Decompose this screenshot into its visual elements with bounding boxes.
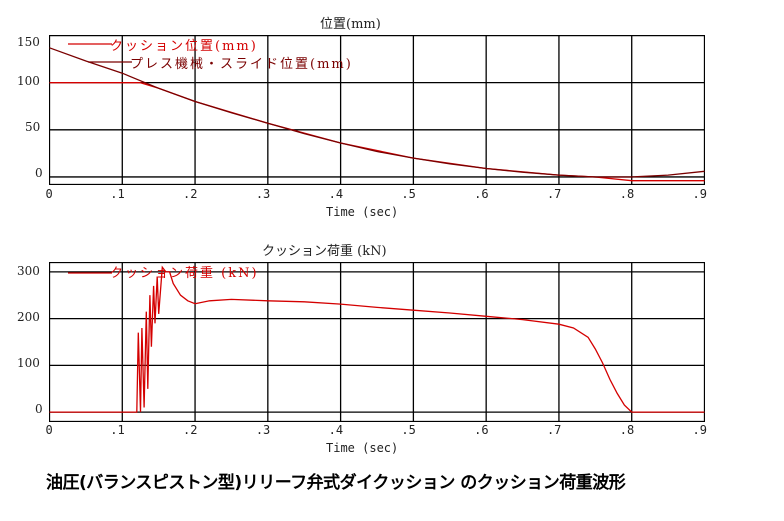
x-tick-label: .5	[401, 187, 416, 201]
x-tick-label: .2	[183, 423, 198, 437]
chart2-ytick: 0	[35, 402, 43, 416]
chart2-ytick: 300	[17, 264, 40, 278]
x-tick-label: .7	[546, 423, 562, 437]
chart2-grid	[49, 262, 705, 422]
chart2-plot-area	[49, 262, 705, 422]
x-tick-label: .3	[255, 423, 271, 437]
figure-caption: 油圧(バランスピストン型)リリーフ弁式ダイクッション のクッション荷重波形	[46, 473, 626, 493]
series-line	[49, 265, 705, 413]
x-tick-label: .4	[328, 423, 344, 437]
x-tick-label: .8	[619, 423, 635, 437]
x-tick-label: .9	[692, 423, 707, 437]
chart1-series	[49, 47, 705, 182]
chart2-ytick: 100	[17, 356, 40, 370]
chart1-ytick: 0	[35, 166, 43, 180]
x-tick-label: .6	[474, 187, 489, 201]
chart2-x-label: Time (sec)	[326, 441, 399, 455]
chart1-ytick: 50	[25, 120, 41, 134]
x-tick-label: .6	[474, 423, 489, 437]
chart2-title: クッション荷重 (kN)	[262, 244, 387, 259]
x-tick-label: .5	[401, 423, 416, 437]
chart2-series	[49, 265, 705, 413]
x-tick-label: 0	[45, 423, 53, 437]
x-tick-label: 0	[45, 187, 53, 201]
x-tick-label: .1	[110, 187, 125, 201]
chart2-legend-load-label: クッション荷重 (kN)	[110, 266, 259, 281]
series-line	[49, 47, 705, 178]
chart1-plot-area	[49, 35, 705, 185]
chart1-legend-slide-label: プレス機械・スライド位置(mm)	[130, 57, 353, 72]
x-tick-label: .3	[255, 187, 271, 201]
chart1-ytick: 150	[17, 35, 40, 49]
x-tick-label: .1	[110, 423, 125, 437]
chart1-ytick: 100	[17, 74, 40, 88]
chart2-ytick: 200	[17, 310, 40, 324]
series-line	[49, 82, 705, 182]
x-tick-label: .9	[692, 187, 707, 201]
chart1-legend-cushion-label: クッション位置(mm)	[110, 39, 258, 54]
x-tick-label: .2	[183, 187, 198, 201]
chart1-x-label: Time (sec)	[326, 205, 399, 219]
x-tick-label: .8	[619, 187, 635, 201]
chart1-title: 位置(mm)	[320, 17, 381, 32]
x-tick-label: .7	[546, 187, 562, 201]
x-tick-label: .4	[328, 187, 344, 201]
